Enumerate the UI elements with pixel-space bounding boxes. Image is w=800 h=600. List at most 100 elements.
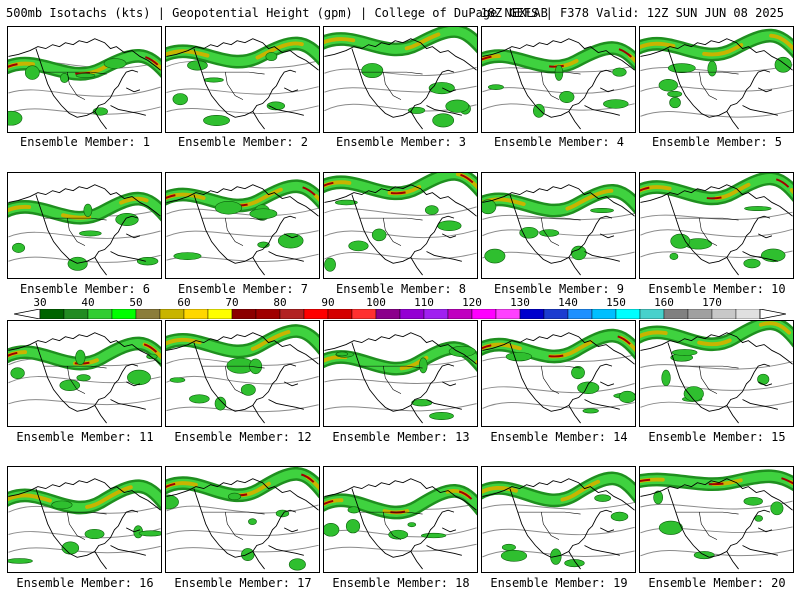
colorbar-swatch [543, 309, 569, 319]
run-info: 18Z GEFS | F378 Valid: 12Z SUN JUN 08 20… [480, 6, 784, 20]
ensemble-member-label: Ensemble Member: 9 [493, 282, 625, 296]
colorbar-tick-label: 50 [129, 296, 143, 309]
colorbar-swatch [135, 309, 161, 319]
ensemble-panel [639, 320, 794, 427]
ensemble-panel [323, 320, 478, 427]
ensemble-panel [7, 172, 162, 279]
colorbar-swatch [711, 309, 737, 319]
ensemble-member-label: Ensemble Member: 10 [648, 282, 786, 296]
ensemble-panel [7, 320, 162, 427]
colorbar-tick-label: 150 [606, 296, 626, 309]
ensemble-panel [481, 172, 636, 279]
colorbar-left-arrow [14, 309, 41, 319]
colorbar-swatch [231, 309, 257, 319]
colorbar-swatch [639, 309, 665, 319]
ensemble-member-label: Ensemble Member: 14 [490, 430, 628, 444]
colorbar-swatch [183, 309, 209, 319]
colorbar-swatch [687, 309, 713, 319]
ensemble-member-label: Ensemble Member: 17 [174, 576, 312, 590]
colorbar-swatch [399, 309, 425, 319]
panel-map [8, 184, 161, 276]
ensemble-member-label: Ensemble Member: 19 [490, 576, 628, 590]
colorbar-swatch [255, 309, 281, 319]
panel-map [640, 173, 793, 276]
colorbar-swatch [87, 309, 113, 319]
ensemble-panel [323, 26, 478, 133]
ensemble-panel [165, 320, 320, 427]
colorbar-swatch [519, 309, 545, 319]
ensemble-panel [639, 172, 794, 279]
colorbar-swatch [63, 309, 89, 319]
ensemble-member-label: Ensemble Member: 20 [648, 576, 786, 590]
colorbar-tick-label: 100 [366, 296, 386, 309]
colorbar-swatch [591, 309, 617, 319]
panel-map [166, 324, 319, 424]
panel-map [324, 173, 477, 276]
colorbar-labels: 30 40 50 60 70 80 90 100 110 120 130 140 150 160 170 [0, 296, 800, 310]
colorbar-swatch [663, 309, 689, 319]
ensemble-member-label: Ensemble Member: 7 [177, 282, 309, 296]
ensemble-member-label: Ensemble Member: 4 [493, 135, 625, 149]
colorbar-swatch [207, 309, 233, 319]
panel-map [482, 471, 635, 570]
colorbar-swatch [159, 309, 185, 319]
panel-map [482, 328, 635, 424]
colorbar-swatch [351, 309, 377, 319]
colorbar [14, 309, 786, 319]
colorbar-swatch [615, 309, 641, 319]
colorbar-swatch [471, 309, 497, 319]
ensemble-member-label: Ensemble Member: 12 [174, 430, 312, 444]
colorbar-tick-label: 110 [414, 296, 434, 309]
colorbar-swatch [375, 309, 401, 319]
panel-map [482, 38, 635, 130]
colorbar-tick-label: 60 [177, 296, 191, 309]
panel-map [324, 27, 477, 130]
colorbar-swatch [279, 309, 305, 319]
ensemble-member-label: Ensemble Member: 1 [19, 135, 151, 149]
colorbar-tick-label: 40 [81, 296, 95, 309]
colorbar-right-arrow [759, 309, 786, 319]
ensemble-panel [7, 26, 162, 133]
ensemble-panel [323, 466, 478, 573]
ensemble-member-label: Ensemble Member: 2 [177, 135, 309, 149]
ensemble-member-label: Ensemble Member: 18 [332, 576, 470, 590]
colorbar-swatch [303, 309, 329, 319]
colorbar-tick-label: 30 [33, 296, 47, 309]
colorbar-swatch [567, 309, 593, 319]
panel-map [8, 38, 161, 130]
colorbar-tick-label: 160 [654, 296, 674, 309]
colorbar-swatch [423, 309, 449, 319]
ensemble-member-label: Ensemble Member: 13 [332, 430, 470, 444]
panel-map [324, 478, 477, 570]
colorbar-tick-label: 80 [273, 296, 287, 309]
colorbar-tick-label: 170 [702, 296, 722, 309]
panel-map [166, 179, 319, 276]
colorbar-tick-label: 130 [510, 296, 530, 309]
ensemble-member-label: Ensemble Member: 11 [16, 430, 154, 444]
ensemble-member-label: Ensemble Member: 6 [19, 282, 151, 296]
ensemble-member-label: Ensemble Member: 15 [648, 430, 786, 444]
colorbar-swatch [735, 309, 761, 319]
panel-map [640, 321, 793, 424]
panel-map [324, 332, 477, 424]
ensemble-panel [165, 26, 320, 133]
ensemble-member-label: Ensemble Member: 16 [16, 576, 154, 590]
chart-title: 500mb Isotachs (kts) | Geopotential Heig… [6, 6, 548, 20]
ensemble-member-label: Ensemble Member: 3 [335, 135, 467, 149]
panel-map [166, 467, 319, 571]
panel-map [482, 184, 635, 276]
colorbar-tick-label: 120 [462, 296, 482, 309]
ensemble-member-label: Ensemble Member: 8 [335, 282, 467, 296]
ensemble-panel [165, 172, 320, 279]
ensemble-panel [481, 466, 636, 573]
panel-map [8, 478, 161, 570]
colorbar-swatch [447, 309, 473, 319]
ensemble-panel [639, 466, 794, 573]
ensemble-panel [323, 172, 478, 279]
ensemble-member-label: Ensemble Member: 5 [651, 135, 783, 149]
panel-map [640, 28, 793, 130]
ensemble-panel [639, 26, 794, 133]
ensemble-panel [481, 26, 636, 133]
colorbar-swatch [39, 309, 65, 319]
ensemble-panel [481, 320, 636, 427]
